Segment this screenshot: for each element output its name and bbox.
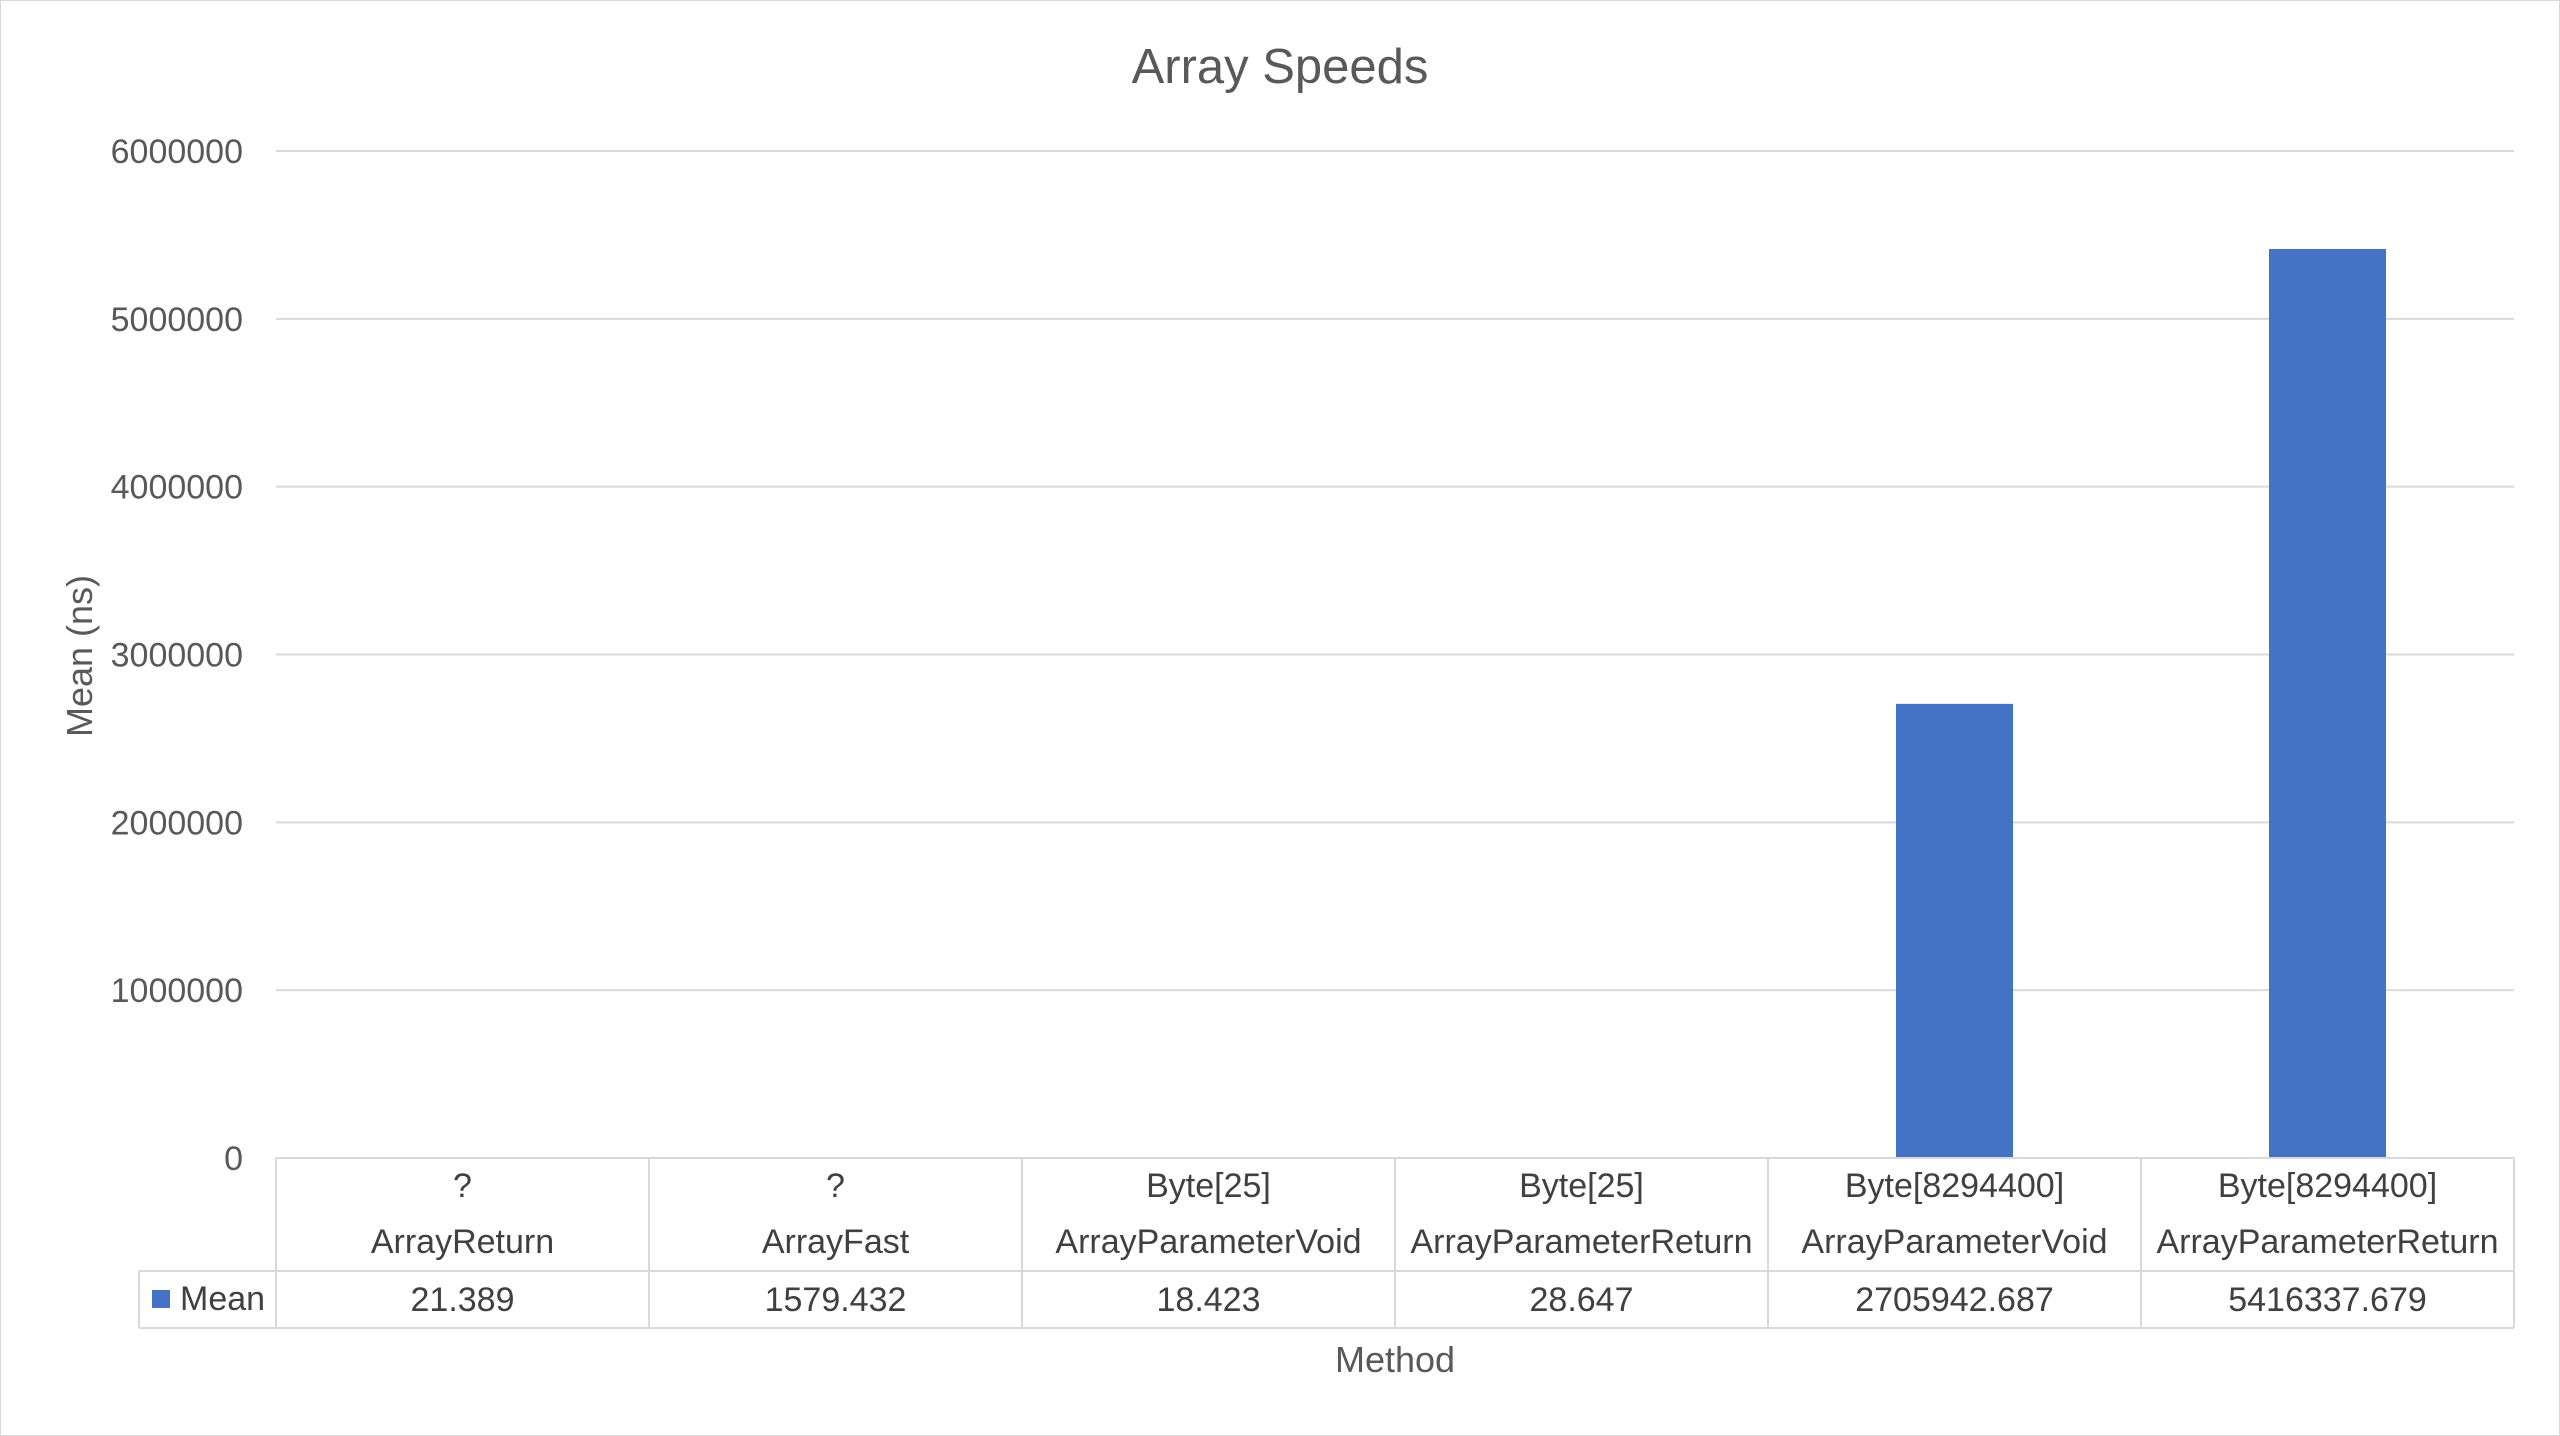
x-axis-title: Method (1335, 1339, 1455, 1380)
y-axis-ticks: 0 1000000 2000000 3000000 4000000 5000000 6000… (111, 133, 243, 1178)
data-label: 2705942.687 (1855, 1281, 2054, 1319)
x-group-label: Byte[25] (1519, 1167, 1644, 1205)
y-tick-label: 1000000 (111, 972, 243, 1010)
data-label: 21.389 (411, 1281, 515, 1319)
bar (1896, 703, 2013, 1158)
data-label: 5416337.679 (2228, 1281, 2427, 1319)
x-group-label: Byte[25] (1146, 1167, 1271, 1205)
y-tick-label: 3000000 (111, 637, 243, 675)
y-tick-label: 0 (224, 1140, 243, 1178)
legend-key (152, 1290, 170, 1308)
legend-label: Mean (180, 1280, 265, 1318)
x-category-label: ArrayReturn (371, 1223, 554, 1261)
y-axis-title: Mean (ns) (59, 575, 100, 737)
chart-title: Array Speeds (1132, 40, 1429, 94)
y-tick-label: 5000000 (111, 301, 243, 339)
y-tick-label: 4000000 (111, 469, 243, 507)
bar (2269, 248, 2386, 1158)
x-category-label: ArrayParameterVoid (1801, 1223, 2107, 1261)
data-label: 1579.432 (765, 1281, 907, 1319)
y-tick-label: 6000000 (111, 133, 243, 171)
gridlines (276, 150, 2514, 992)
data-table: ? ArrayReturn 21.389? ArrayFast 1579.432 Byte… (138, 1157, 2515, 1329)
y-tick-label: 2000000 (111, 804, 243, 842)
data-label: 18.423 (1157, 1281, 1261, 1319)
x-category-label: ArrayParameterVoid (1055, 1223, 1361, 1261)
x-category-label: ArrayFast (762, 1223, 910, 1261)
x-category-label: ArrayParameterReturn (2156, 1223, 2498, 1261)
x-group-label: Byte[8294400] (1845, 1167, 2064, 1205)
bars (404, 248, 2386, 1158)
data-label: 28.647 (1530, 1281, 1634, 1319)
x-group-label: Byte[8294400] (2218, 1167, 2437, 1205)
x-category-label: ArrayParameterReturn (1410, 1223, 1752, 1261)
x-group-label: ? (826, 1167, 845, 1205)
x-group-label: ? (453, 1167, 472, 1205)
